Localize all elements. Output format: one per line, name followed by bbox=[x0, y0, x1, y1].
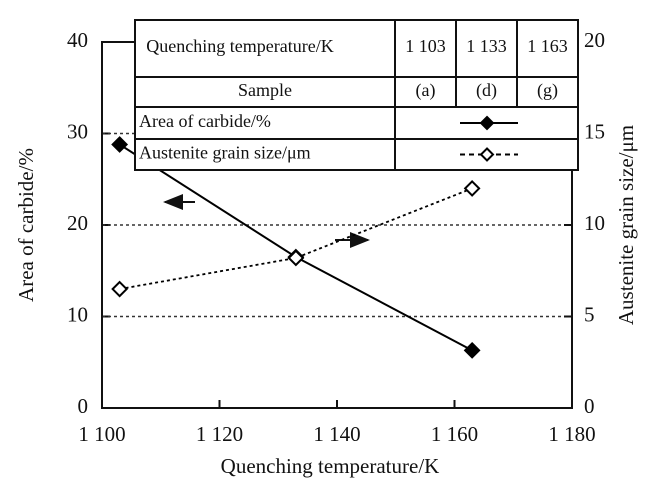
legend-marker bbox=[479, 147, 495, 162]
y-tick-label: 0 bbox=[78, 394, 89, 418]
y2-tick-label: 10 bbox=[584, 211, 605, 235]
series-line bbox=[119, 143, 473, 352]
x-axis-title: Quenching temperature/K bbox=[221, 454, 440, 478]
x-tick-label: 1 180 bbox=[548, 422, 595, 446]
data-point bbox=[111, 280, 129, 298]
legend-label: Austenite grain size/μm bbox=[139, 143, 311, 163]
table-bg bbox=[134, 19, 579, 171]
x-tick-label: 1 100 bbox=[78, 422, 125, 446]
table-header: Quenching temperature/K bbox=[146, 36, 333, 56]
table-cell: 1 163 bbox=[527, 36, 568, 56]
table-cell: Sample bbox=[238, 80, 292, 100]
data-point bbox=[287, 249, 305, 267]
data-point bbox=[111, 136, 129, 153]
x-tick-label: 1 160 bbox=[431, 422, 478, 446]
y-tick-label: 30 bbox=[67, 119, 88, 143]
y2-tick-label: 20 bbox=[584, 28, 605, 52]
table-cell: (a) bbox=[416, 80, 436, 101]
x-tick-label: 1 120 bbox=[196, 422, 243, 446]
table-cell: (d) bbox=[476, 80, 497, 101]
legend-marker bbox=[479, 115, 495, 131]
data-point bbox=[463, 179, 481, 197]
y2-axis-title: Austenite grain size/μm bbox=[614, 125, 638, 325]
series-line bbox=[119, 187, 473, 290]
y-axis-title: Area of carbide/% bbox=[14, 148, 38, 302]
table-cell: (g) bbox=[537, 80, 558, 101]
y2-tick-label: 5 bbox=[584, 302, 595, 326]
y-tick-label: 10 bbox=[67, 302, 88, 326]
y-tick-label: 40 bbox=[67, 28, 88, 52]
y-tick-label: 20 bbox=[67, 211, 88, 235]
legend-table: Quenching temperature/K 1 103 (a) 1 133 (d) 1… bbox=[134, 19, 579, 171]
x-tick-label: 1 140 bbox=[313, 422, 360, 446]
data-point bbox=[463, 341, 481, 359]
table-cell: 1 133 bbox=[466, 36, 507, 56]
table-cell: 1 103 bbox=[405, 36, 446, 56]
legend-label: Area of carbide/% bbox=[139, 111, 271, 131]
y2-tick-label: 15 bbox=[584, 119, 605, 143]
y2-tick-label: 0 bbox=[584, 394, 595, 418]
